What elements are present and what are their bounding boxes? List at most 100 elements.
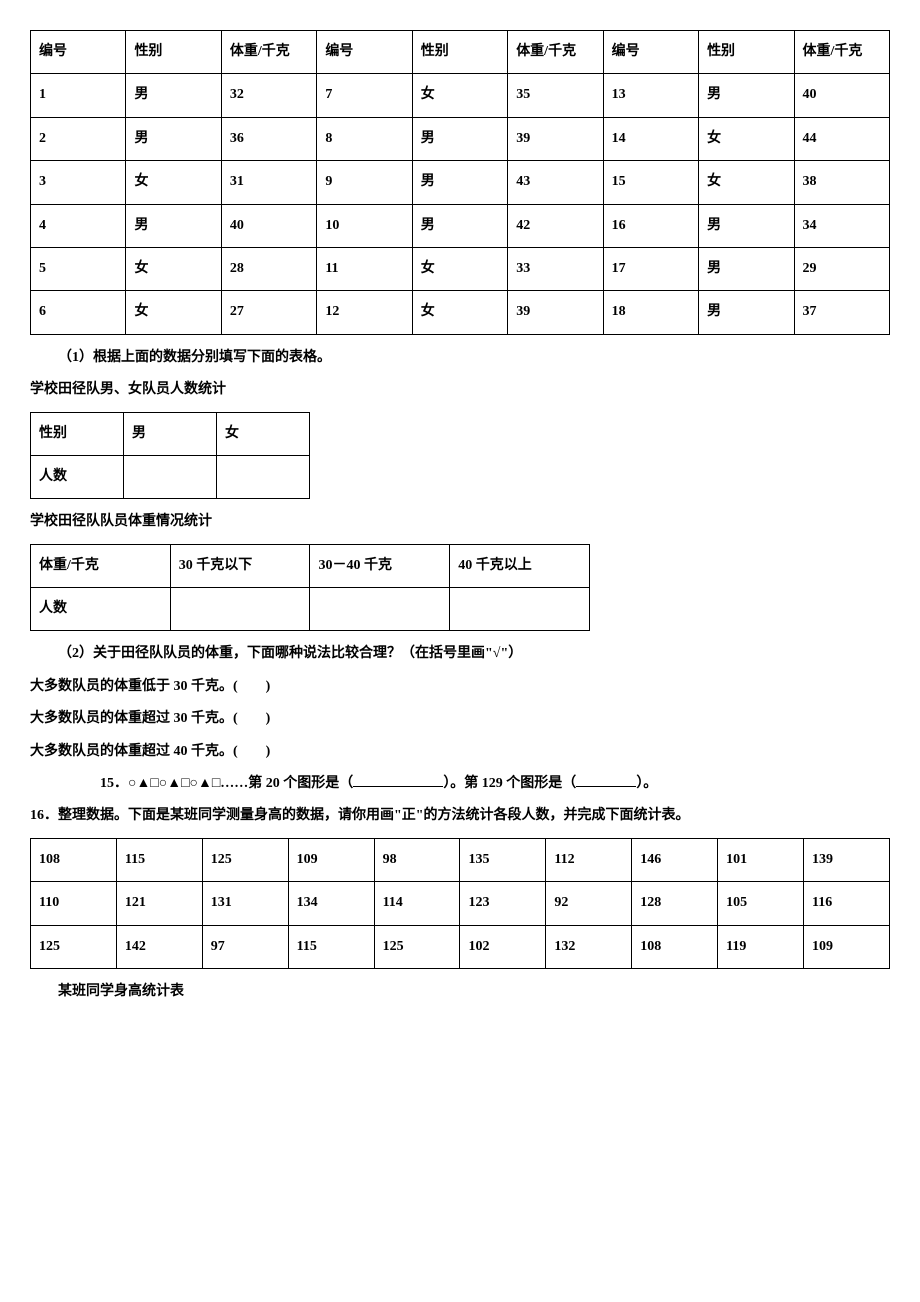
cell: 132 [546, 925, 632, 968]
header-cell: 编号 [317, 31, 412, 74]
q15-mid: ）。第 129 个图形是（ [443, 776, 576, 791]
question-2-option-1: 大多数队员的体重低于 30 千克。( ) [30, 676, 890, 698]
table-header-row: 编号 性别 体重/千克 编号 性别 体重/千克 编号 性别 体重/千克 [31, 31, 890, 74]
table-row: 1 男 32 7 女 35 13 男 40 [31, 74, 890, 117]
table-row: 2 男 36 8 男 39 14 女 44 [31, 117, 890, 160]
cell: 125 [374, 925, 460, 968]
cell: 女 [412, 247, 507, 290]
header-cell: 体重/千克 [508, 31, 603, 74]
header-cell: 编号 [603, 31, 698, 74]
cell: 女 [412, 74, 507, 117]
cell: 28 [221, 247, 316, 290]
gender-count-table: 性别 男 女 人数 [30, 412, 310, 500]
cell: 人数 [31, 455, 124, 498]
cell: 13 [603, 74, 698, 117]
cell: 9 [317, 161, 412, 204]
cell: 40 [794, 74, 890, 117]
cell: 135 [460, 838, 546, 881]
cell: 40 千克以上 [450, 544, 590, 587]
table-row: 4 男 40 10 男 42 16 男 34 [31, 204, 890, 247]
cell: 11 [317, 247, 412, 290]
cell: 女 [126, 161, 221, 204]
cell: 33 [508, 247, 603, 290]
table-row: 110 121 131 134 114 123 92 128 105 116 [31, 882, 890, 925]
cell: 128 [632, 882, 718, 925]
table3-title: 学校田径队队员体重情况统计 [30, 511, 890, 533]
cell: 7 [317, 74, 412, 117]
header-cell: 性别 [699, 31, 794, 74]
cell: 男 [699, 247, 794, 290]
cell: 女 [126, 247, 221, 290]
empty-cell [450, 588, 590, 631]
cell: 3 [31, 161, 126, 204]
cell: 131 [202, 882, 288, 925]
cell: 121 [116, 882, 202, 925]
cell: 142 [116, 925, 202, 968]
header-cell: 性别 [412, 31, 507, 74]
empty-cell [217, 455, 310, 498]
cell: 101 [718, 838, 804, 881]
table2-title: 学校田径队男、女队员人数统计 [30, 379, 890, 401]
cell: 108 [31, 838, 117, 881]
question-15: 15．○▲□○▲□○▲□……第 20 个图形是（ ）。第 129 个图形是（ ）。 [30, 773, 890, 795]
cell: 40 [221, 204, 316, 247]
cell: 43 [508, 161, 603, 204]
cell: 8 [317, 117, 412, 160]
cell: 116 [804, 882, 890, 925]
empty-cell [310, 588, 450, 631]
cell: 27 [221, 291, 316, 334]
header-cell: 性别 [126, 31, 221, 74]
cell: 109 [804, 925, 890, 968]
cell: 146 [632, 838, 718, 881]
cell: 30－40 千克 [310, 544, 450, 587]
cell: 男 [699, 204, 794, 247]
cell: 男 [126, 204, 221, 247]
cell: 115 [288, 925, 374, 968]
cell: 女 [217, 412, 310, 455]
cell: 31 [221, 161, 316, 204]
q15-suffix: ）。 [636, 776, 657, 791]
cell: 男 [126, 74, 221, 117]
header-cell: 编号 [31, 31, 126, 74]
cell: 125 [31, 925, 117, 968]
cell: 35 [508, 74, 603, 117]
table-row: 125 142 97 115 125 102 132 108 119 109 [31, 925, 890, 968]
cell: 109 [288, 838, 374, 881]
cell: 98 [374, 838, 460, 881]
cell: 体重/千克 [31, 544, 171, 587]
cell: 4 [31, 204, 126, 247]
cell: 39 [508, 291, 603, 334]
cell: 14 [603, 117, 698, 160]
cell: 17 [603, 247, 698, 290]
question-2-option-2: 大多数队员的体重超过 30 千克。( ) [30, 708, 890, 730]
cell: 女 [126, 291, 221, 334]
cell: 114 [374, 882, 460, 925]
cell: 29 [794, 247, 890, 290]
cell: 15 [603, 161, 698, 204]
cell: 18 [603, 291, 698, 334]
q15-prefix: 15．○▲□○▲□○▲□……第 20 个图形是（ [100, 776, 353, 791]
table-row: 3 女 31 9 男 43 15 女 38 [31, 161, 890, 204]
cell: 男 [412, 117, 507, 160]
cell: 39 [508, 117, 603, 160]
cell: 105 [718, 882, 804, 925]
cell: 男 [412, 204, 507, 247]
question-2-option-3: 大多数队员的体重超过 40 千克。( ) [30, 741, 890, 763]
cell: 37 [794, 291, 890, 334]
header-cell: 体重/千克 [794, 31, 890, 74]
table-row: 人数 [31, 455, 310, 498]
table4-footer: 某班同学身高统计表 [30, 981, 890, 1003]
cell: 123 [460, 882, 546, 925]
cell: 97 [202, 925, 288, 968]
cell: 男 [699, 291, 794, 334]
cell: 10 [317, 204, 412, 247]
cell: 男 [699, 74, 794, 117]
blank-2 [576, 786, 636, 787]
height-data-table: 108 115 125 109 98 135 112 146 101 139 1… [30, 838, 890, 969]
cell: 92 [546, 882, 632, 925]
table-row: 人数 [31, 588, 590, 631]
cell: 34 [794, 204, 890, 247]
cell: 2 [31, 117, 126, 160]
cell: 男 [412, 161, 507, 204]
question-1-text: （1）根据上面的数据分别填写下面的表格。 [30, 347, 890, 369]
